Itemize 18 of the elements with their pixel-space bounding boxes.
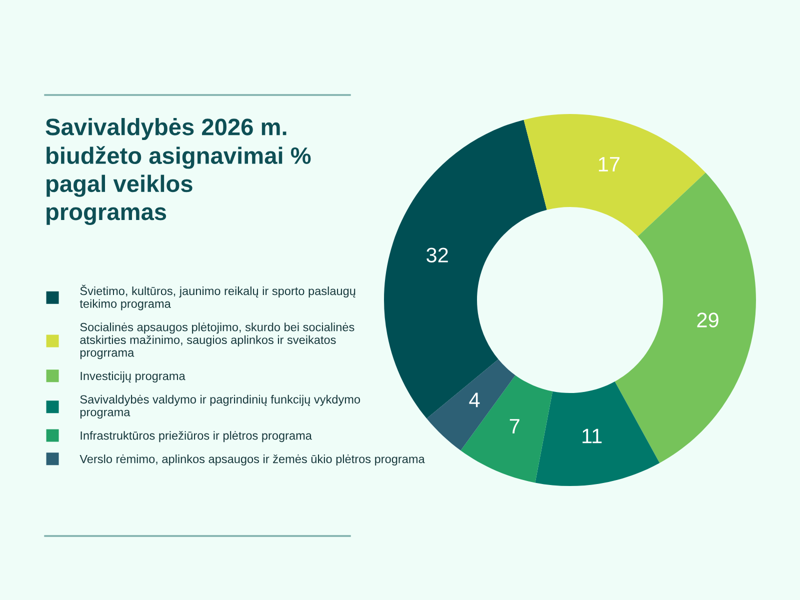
donut-slice <box>384 120 547 419</box>
donut-slice <box>460 375 553 483</box>
legend-label: Infrastruktūros priežiūros ir plėtros programa <box>80 431 312 442</box>
donut-slice <box>614 172 756 463</box>
data-label: 11 <box>582 428 602 444</box>
legend-label: Verslo rėmimo, aplinkos apsaugos ir žemės ūkio plėtros programa <box>80 454 425 466</box>
data-label: 4 <box>469 392 480 408</box>
legend-label: Socialinės apsaugos plėtojimo, skurdo bei socialinės atskirties mažinimo, saugios aplinkos ir sveikatos progrrama <box>80 322 354 360</box>
data-label: 17 <box>598 157 620 172</box>
legend-label: Savivaldybės valdymo ir pagrindinių funkcijų vykdymo programa <box>80 394 360 419</box>
legend-label: Švietimo, kultūros, jaunimo reikalų ir sporto paslaugų teikimo programa <box>80 284 356 310</box>
donut-slice <box>524 114 706 236</box>
data-label: 32 <box>426 248 448 262</box>
legend-label: Investicijų programa <box>80 371 186 383</box>
donut-slice <box>535 381 660 486</box>
text: Savivaldybės 2026 m. biudžeto asignavimai % pagal veiklos programas <box>46 118 311 226</box>
data-label: 29 <box>697 312 718 328</box>
data-label: 7 <box>510 419 520 434</box>
